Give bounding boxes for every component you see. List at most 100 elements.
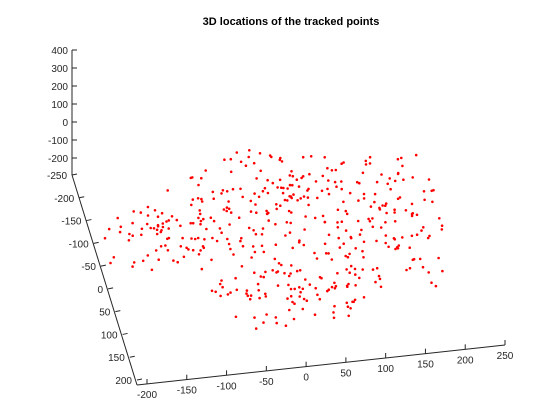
scatter-point: [358, 233, 362, 236]
y-tick-label: -250: [47, 171, 67, 182]
scatter-point: [302, 297, 306, 301]
scatter-point: [132, 210, 135, 213]
scatter-point: [377, 274, 381, 278]
scatter-point: [249, 294, 253, 297]
scatter-point: [340, 220, 344, 223]
y-tick-mark: [108, 287, 114, 290]
scatter-point: [289, 294, 293, 298]
scatter-point: [357, 199, 360, 202]
scatter-point: [196, 236, 200, 240]
scatter-point: [220, 192, 223, 195]
scatter-point: [257, 195, 261, 199]
scatter-point: [289, 287, 293, 291]
scatter-point: [361, 249, 364, 253]
scatter-point: [410, 214, 414, 218]
scatter-point: [197, 216, 200, 220]
scatter-point: [344, 209, 348, 213]
scatter-point: [196, 197, 200, 200]
scatter-point: [345, 268, 348, 271]
scatter-point: [427, 178, 431, 181]
scatter-point: [309, 155, 313, 158]
scatter-point: [274, 222, 277, 226]
scatter-point: [346, 305, 350, 309]
scatter-point: [327, 192, 331, 196]
scatter-point: [292, 193, 295, 196]
scatter-point: [118, 230, 122, 234]
z-tick-label: 300: [51, 64, 68, 75]
scatter-point: [170, 215, 174, 218]
scatter-point: [203, 238, 206, 241]
scatter-point: [313, 313, 317, 317]
scatter-point: [396, 171, 400, 175]
scatter-point: [371, 268, 375, 271]
scatter-point: [198, 209, 201, 212]
scatter-point: [251, 245, 255, 248]
scatter-point: [384, 202, 388, 205]
y-tick-label: -50: [81, 262, 96, 273]
scatter-point: [290, 264, 293, 267]
scatter-point: [262, 250, 266, 254]
scatter-point: [368, 219, 372, 223]
scatter-point: [119, 225, 123, 229]
scatter-point: [368, 155, 372, 159]
scatter-point: [334, 168, 338, 172]
scatter-point: [291, 300, 294, 304]
scatter-point: [179, 245, 183, 248]
scatter-point: [438, 217, 441, 220]
scatter-point: [240, 265, 244, 268]
scatter-point: [209, 216, 213, 219]
scatter-point: [308, 172, 311, 176]
scatter-point: [369, 205, 373, 208]
scatter-point: [273, 257, 277, 261]
z-tick-label: 0: [62, 118, 68, 129]
scatter-point: [223, 158, 226, 161]
scatter-point: [345, 301, 349, 305]
scatter-point: [285, 221, 289, 224]
scatter-point: [255, 177, 258, 180]
scatter-point: [229, 291, 232, 294]
scatter-point: [166, 249, 170, 252]
scatter-point: [265, 209, 268, 213]
scatter-point: [164, 244, 167, 247]
scatter-point: [315, 257, 319, 260]
scatter-point: [191, 221, 195, 225]
scatter-point: [247, 155, 250, 159]
scatter-point: [326, 187, 329, 191]
scatter-point: [434, 284, 438, 288]
scatter-point: [152, 227, 156, 230]
scatter-point: [368, 162, 372, 165]
scatter-point: [145, 222, 149, 226]
scatter-point: [313, 216, 317, 220]
scatter-point: [210, 289, 214, 293]
scatter-point: [428, 234, 431, 238]
y-tick-mark: [86, 219, 92, 222]
scatter-point: [234, 276, 237, 280]
scatter-point: [358, 181, 361, 185]
scatter-point: [375, 239, 378, 243]
y-tick-mark: [100, 264, 106, 267]
scatter-point: [324, 252, 328, 255]
scatter-point: [254, 327, 258, 330]
scatter-point: [308, 283, 312, 286]
scatter-point: [327, 179, 330, 182]
scatter-point: [156, 225, 160, 228]
scatter-point: [418, 257, 422, 261]
scatter-point: [277, 262, 281, 265]
scatter-point: [379, 226, 383, 229]
scatter-point: [237, 216, 241, 219]
scatter-point: [153, 209, 157, 212]
scatter-point: [354, 273, 357, 276]
scatter-point: [222, 208, 226, 211]
scatter-point: [296, 199, 299, 202]
scatter-point: [333, 180, 337, 184]
scatter-point: [202, 217, 205, 221]
scatter-point: [141, 259, 145, 263]
scatter-point: [384, 221, 387, 224]
scatter-point: [398, 196, 402, 199]
scatter-point: [342, 161, 345, 164]
scatter-point: [240, 236, 243, 240]
y-tick-mark: [79, 196, 85, 199]
scatter-point: [314, 180, 318, 183]
scatter-point: [253, 192, 256, 195]
